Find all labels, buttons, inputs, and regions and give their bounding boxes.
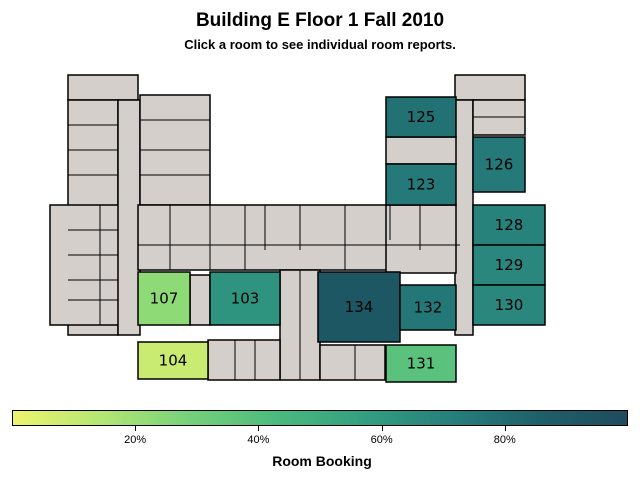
room-104[interactable]: 104 xyxy=(137,341,209,380)
background-room xyxy=(117,99,141,336)
background-room xyxy=(454,74,526,101)
room-123-area[interactable] xyxy=(385,163,457,206)
legend-tick xyxy=(381,426,383,431)
legend-tick xyxy=(504,426,506,431)
legend-title: Room Booking xyxy=(272,453,372,469)
legend-tick-label: 60% xyxy=(370,434,393,446)
page-title: Building E Floor 1 Fall 2010 xyxy=(195,10,445,31)
room-129[interactable]: 129 xyxy=(472,244,546,286)
legend-tick xyxy=(135,426,137,431)
room-134-area[interactable] xyxy=(317,271,401,343)
room-125[interactable]: 125 xyxy=(385,96,457,138)
room-128-area[interactable] xyxy=(472,204,546,246)
room-134[interactable]: 134 xyxy=(317,271,401,343)
room-130-area[interactable] xyxy=(472,284,546,326)
room-booking-color-scale xyxy=(12,410,628,426)
legend-tick-label: 40% xyxy=(247,434,270,446)
room-132[interactable]: 132 xyxy=(399,284,457,331)
room-125-area[interactable] xyxy=(385,96,457,138)
background-room xyxy=(67,74,139,101)
room-123[interactable]: 123 xyxy=(385,163,457,206)
room-131-area[interactable] xyxy=(385,344,457,383)
interior-walls xyxy=(68,116,525,380)
legend-tick xyxy=(258,426,260,431)
legend-tick-label: 80% xyxy=(493,434,516,446)
room-126[interactable]: 126 xyxy=(472,136,526,193)
room-128[interactable]: 128 xyxy=(472,204,546,246)
room-107-area[interactable] xyxy=(137,271,191,326)
room-130[interactable]: 130 xyxy=(472,284,546,326)
page-subtitle: Click a room to see individual room repo… xyxy=(184,37,456,52)
background-room xyxy=(319,344,386,381)
room-131[interactable]: 131 xyxy=(385,344,457,383)
background-room xyxy=(189,274,211,326)
building-outline xyxy=(49,74,526,381)
background-room xyxy=(385,136,457,165)
room-107[interactable]: 107 xyxy=(137,271,191,326)
background-room xyxy=(385,204,457,274)
background-room xyxy=(207,339,281,381)
room-132-area[interactable] xyxy=(399,284,457,331)
room-103-area[interactable] xyxy=(209,271,281,326)
room-103[interactable]: 103 xyxy=(209,271,281,326)
background-room xyxy=(454,99,474,336)
room-129-area[interactable] xyxy=(472,244,546,286)
room-104-area[interactable] xyxy=(137,341,209,380)
legend-tick-label: 20% xyxy=(124,434,147,446)
room-126-area[interactable] xyxy=(472,136,526,193)
